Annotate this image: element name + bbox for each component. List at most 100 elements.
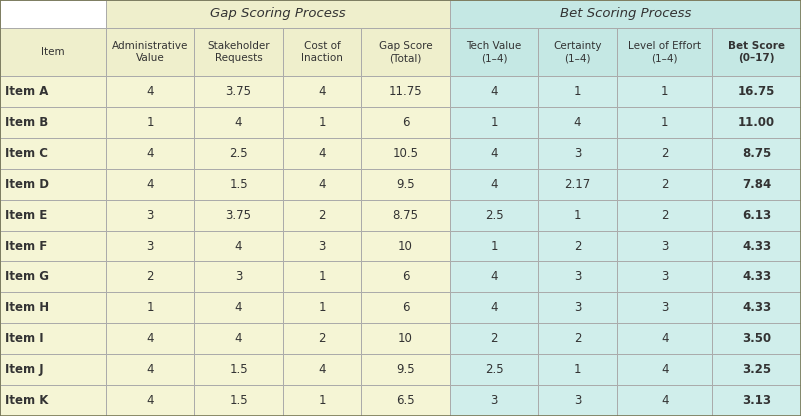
Text: 4: 4 <box>490 178 498 191</box>
Text: 2.17: 2.17 <box>565 178 590 191</box>
Text: 4: 4 <box>318 147 326 160</box>
Bar <box>617 323 712 354</box>
Text: 1: 1 <box>147 301 154 314</box>
Bar <box>617 169 712 200</box>
Bar <box>0 261 106 292</box>
Text: 4: 4 <box>490 270 498 283</box>
Bar <box>283 138 361 169</box>
Bar <box>450 230 538 261</box>
Text: 6: 6 <box>402 301 409 314</box>
Bar <box>617 261 712 292</box>
Text: 6: 6 <box>402 270 409 283</box>
Bar <box>283 261 361 292</box>
Text: 3: 3 <box>574 394 582 407</box>
Bar <box>283 28 361 76</box>
Text: 2: 2 <box>661 147 668 160</box>
Bar <box>194 261 283 292</box>
Bar <box>617 28 712 76</box>
Bar <box>538 323 617 354</box>
Bar <box>617 292 712 323</box>
Text: 4.33: 4.33 <box>743 270 771 283</box>
Bar <box>106 28 194 76</box>
Text: 6.13: 6.13 <box>743 208 771 222</box>
Text: 1: 1 <box>147 116 154 129</box>
Text: Item D: Item D <box>5 178 49 191</box>
Text: 4.33: 4.33 <box>743 240 771 253</box>
Text: 3.50: 3.50 <box>743 332 771 345</box>
Text: 1: 1 <box>490 240 498 253</box>
Bar <box>450 200 538 230</box>
Text: 3: 3 <box>661 270 668 283</box>
Text: 4: 4 <box>147 332 154 345</box>
Bar <box>361 261 450 292</box>
Bar <box>194 107 283 138</box>
Bar <box>450 107 538 138</box>
Text: 2: 2 <box>661 208 668 222</box>
Bar <box>0 138 106 169</box>
Bar <box>194 76 283 107</box>
Bar <box>538 230 617 261</box>
Bar <box>106 292 194 323</box>
Bar <box>538 138 617 169</box>
Text: Item B: Item B <box>5 116 48 129</box>
Bar <box>361 200 450 230</box>
Bar <box>0 200 106 230</box>
Text: 1: 1 <box>490 116 498 129</box>
Bar <box>194 230 283 261</box>
Text: Cost of
Inaction: Cost of Inaction <box>301 41 343 63</box>
Bar <box>106 354 194 385</box>
Bar <box>194 28 283 76</box>
Bar <box>617 76 712 107</box>
Text: Item A: Item A <box>5 85 48 98</box>
Text: 2: 2 <box>661 178 668 191</box>
Bar <box>283 354 361 385</box>
Bar <box>361 385 450 416</box>
Text: 4: 4 <box>318 363 326 376</box>
Text: Item F: Item F <box>5 240 47 253</box>
Bar <box>450 261 538 292</box>
Bar <box>712 323 801 354</box>
Bar <box>0 230 106 261</box>
Text: 10: 10 <box>398 332 413 345</box>
Text: 3: 3 <box>147 208 154 222</box>
Bar <box>361 354 450 385</box>
Text: 4: 4 <box>235 301 242 314</box>
Bar <box>194 138 283 169</box>
Bar <box>106 169 194 200</box>
Bar <box>361 230 450 261</box>
Text: 4: 4 <box>147 85 154 98</box>
Bar <box>450 0 801 28</box>
Bar <box>0 354 106 385</box>
Text: 1: 1 <box>318 116 326 129</box>
Bar <box>450 76 538 107</box>
Text: 11.00: 11.00 <box>739 116 775 129</box>
Bar <box>194 292 283 323</box>
Bar <box>617 230 712 261</box>
Bar <box>617 138 712 169</box>
Text: Item G: Item G <box>5 270 49 283</box>
Bar <box>361 169 450 200</box>
Bar <box>283 169 361 200</box>
Bar <box>106 385 194 416</box>
Text: 4: 4 <box>318 85 326 98</box>
Text: 6: 6 <box>402 116 409 129</box>
Text: 4: 4 <box>235 116 242 129</box>
Text: 7.84: 7.84 <box>742 178 771 191</box>
Text: 1: 1 <box>318 270 326 283</box>
Text: Item: Item <box>41 47 65 57</box>
Bar <box>617 107 712 138</box>
Bar <box>617 385 712 416</box>
Text: 1: 1 <box>318 394 326 407</box>
Text: 1.5: 1.5 <box>229 363 248 376</box>
Text: Gap Score
(Total): Gap Score (Total) <box>379 41 433 63</box>
Bar <box>617 200 712 230</box>
Text: 4: 4 <box>661 394 668 407</box>
Text: 16.75: 16.75 <box>738 85 775 98</box>
Bar <box>106 107 194 138</box>
Bar <box>712 107 801 138</box>
Text: 3: 3 <box>574 270 582 283</box>
Bar <box>712 138 801 169</box>
Bar <box>538 28 617 76</box>
Text: 9.5: 9.5 <box>396 178 415 191</box>
Text: Item I: Item I <box>5 332 43 345</box>
